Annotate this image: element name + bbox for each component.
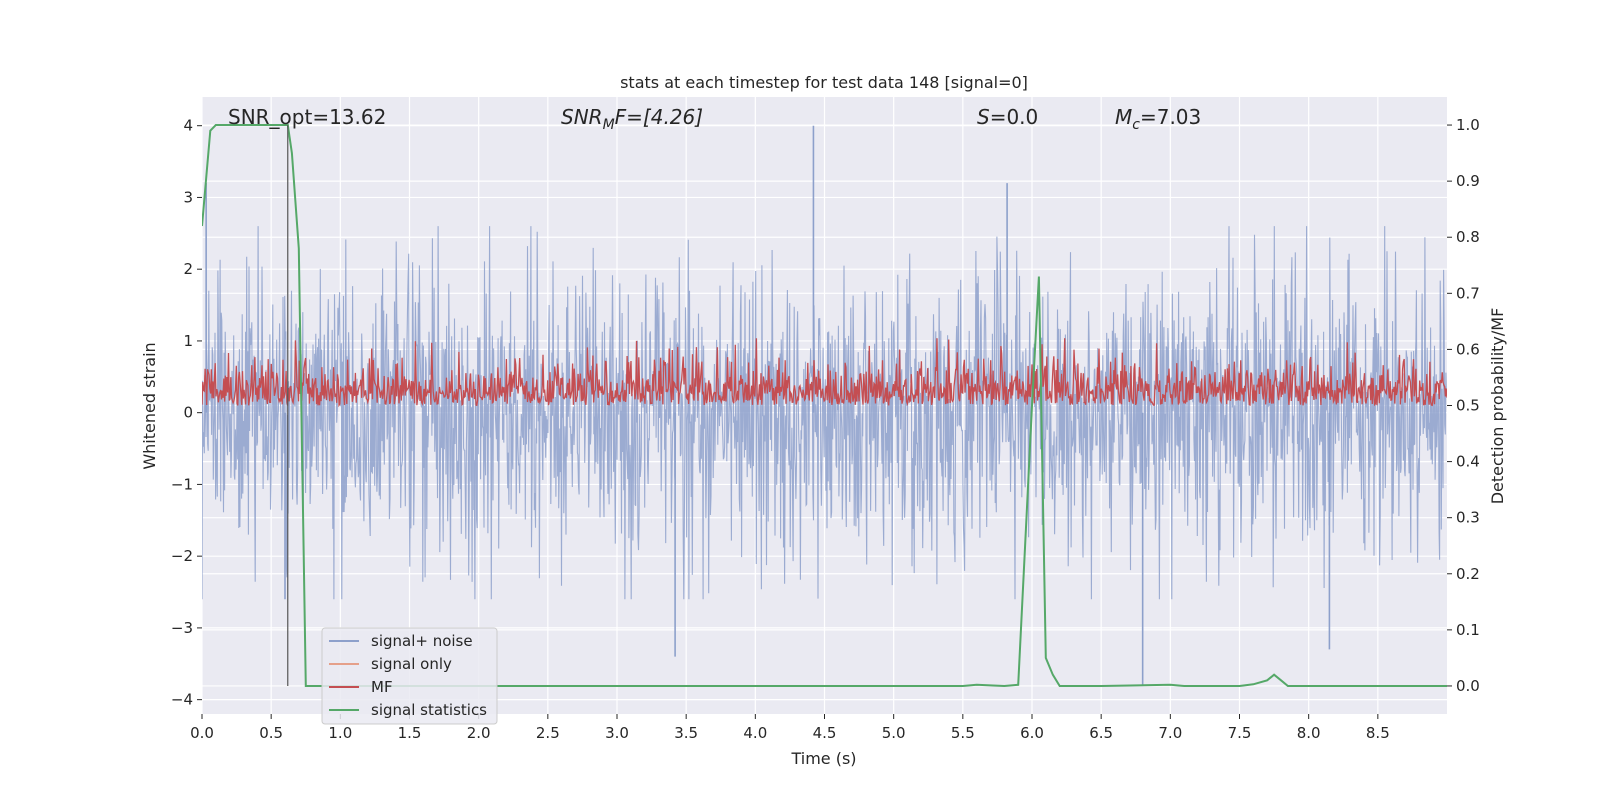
series-signal-noise-line <box>202 226 1447 600</box>
legend-label-signal-only: signal only <box>371 655 452 673</box>
x-tick-label-12: 6.0 <box>1020 724 1044 742</box>
y-left-tick-label-6: 2 <box>183 260 193 278</box>
x-tick-label-7: 3.5 <box>674 724 698 742</box>
x-tick-label-3: 1.5 <box>398 724 422 742</box>
x-tick-label-10: 5.0 <box>882 724 906 742</box>
x-axis-ticks: 0.0 0.5 1.0 1.5 2.0 2.5 3.0 3.5 4.0 4.5 5.0 5.5 6.0 6… <box>190 714 1390 742</box>
legend-box <box>321 627 498 725</box>
series-mf-line <box>202 338 1447 408</box>
x-tick-label-16: 8.0 <box>1297 724 1321 742</box>
y-axis-left-ticks: −4 −3 −2 −1 0 1 2 3 4 <box>171 117 202 709</box>
x-tick-label-11: 5.5 <box>951 724 975 742</box>
series-signal-statistics-line <box>202 124 1447 688</box>
legend-label-signal-statistics: signal statistics <box>371 701 487 719</box>
y-axis-right-label: Detection probability/MF <box>1488 308 1507 505</box>
x-tick-label-14: 7.0 <box>1158 724 1182 742</box>
legend: signal+ noise signal only MF signal stat… <box>321 627 498 725</box>
y-right-tick-label-6: 0.6 <box>1456 340 1480 358</box>
y-axis-right-ticks: 0.0 0.1 0.2 0.3 0.4 0.5 0.6 0.7 0.8 0.9 1.0 <box>1447 116 1480 695</box>
x-tick-label-9: 4.5 <box>813 724 837 742</box>
y-left-tick-label-5: 1 <box>183 332 193 350</box>
y-right-tick-label-0: 0.0 <box>1456 677 1480 695</box>
series-mf <box>202 338 1447 408</box>
y-right-tick-label-2: 0.2 <box>1456 565 1480 583</box>
y-left-tick-label-8: 4 <box>183 117 193 135</box>
x-tick-label-13: 6.5 <box>1089 724 1113 742</box>
annotation-snr-opt: SNR_opt=13.62 <box>228 105 386 129</box>
chart-title: stats at each timestep for test data 148… <box>620 73 1028 92</box>
y-right-tick-label-3: 0.3 <box>1456 509 1480 527</box>
x-tick-label-15: 7.5 <box>1228 724 1252 742</box>
legend-label-signal-noise: signal+ noise <box>371 632 473 650</box>
y-right-tick-label-10: 1.0 <box>1456 116 1480 134</box>
annotation-s: S=0.0 <box>977 105 1038 129</box>
x-tick-label-6: 3.0 <box>605 724 629 742</box>
y-left-tick-label-2: −2 <box>171 547 193 565</box>
series-signal-statistics <box>202 124 1447 688</box>
annotation-snr-mf: SNRMF=[4.26] <box>561 105 703 133</box>
y-right-tick-label-1: 0.1 <box>1456 621 1480 639</box>
y-left-tick-label-0: −4 <box>171 691 193 709</box>
x-tick-label-17: 8.5 <box>1366 724 1390 742</box>
x-tick-label-1: 0.5 <box>259 724 283 742</box>
y-axis-left-label: Whitened strain <box>140 342 159 469</box>
annotation-mc: Mc=7.03 <box>1115 105 1201 133</box>
y-left-tick-label-4: 0 <box>183 404 193 422</box>
y-right-tick-label-8: 0.8 <box>1456 228 1480 246</box>
x-axis-label: Time (s) <box>790 749 856 768</box>
x-tick-label-0: 0.0 <box>190 724 214 742</box>
y-right-tick-label-9: 0.9 <box>1456 172 1480 190</box>
y-left-tick-label-7: 3 <box>183 188 193 206</box>
x-tick-label-5: 2.5 <box>536 724 560 742</box>
x-tick-label-2: 1.0 <box>328 724 352 742</box>
y-right-tick-label-4: 0.4 <box>1456 453 1480 471</box>
y-left-tick-label-1: −3 <box>171 619 193 637</box>
legend-label-mf: MF <box>371 678 393 696</box>
x-tick-label-8: 4.0 <box>743 724 767 742</box>
y-left-tick-label-3: −1 <box>171 475 193 493</box>
y-right-tick-label-5: 0.5 <box>1456 397 1480 415</box>
y-right-tick-label-7: 0.7 <box>1456 284 1480 302</box>
x-tick-label-4: 2.0 <box>467 724 491 742</box>
